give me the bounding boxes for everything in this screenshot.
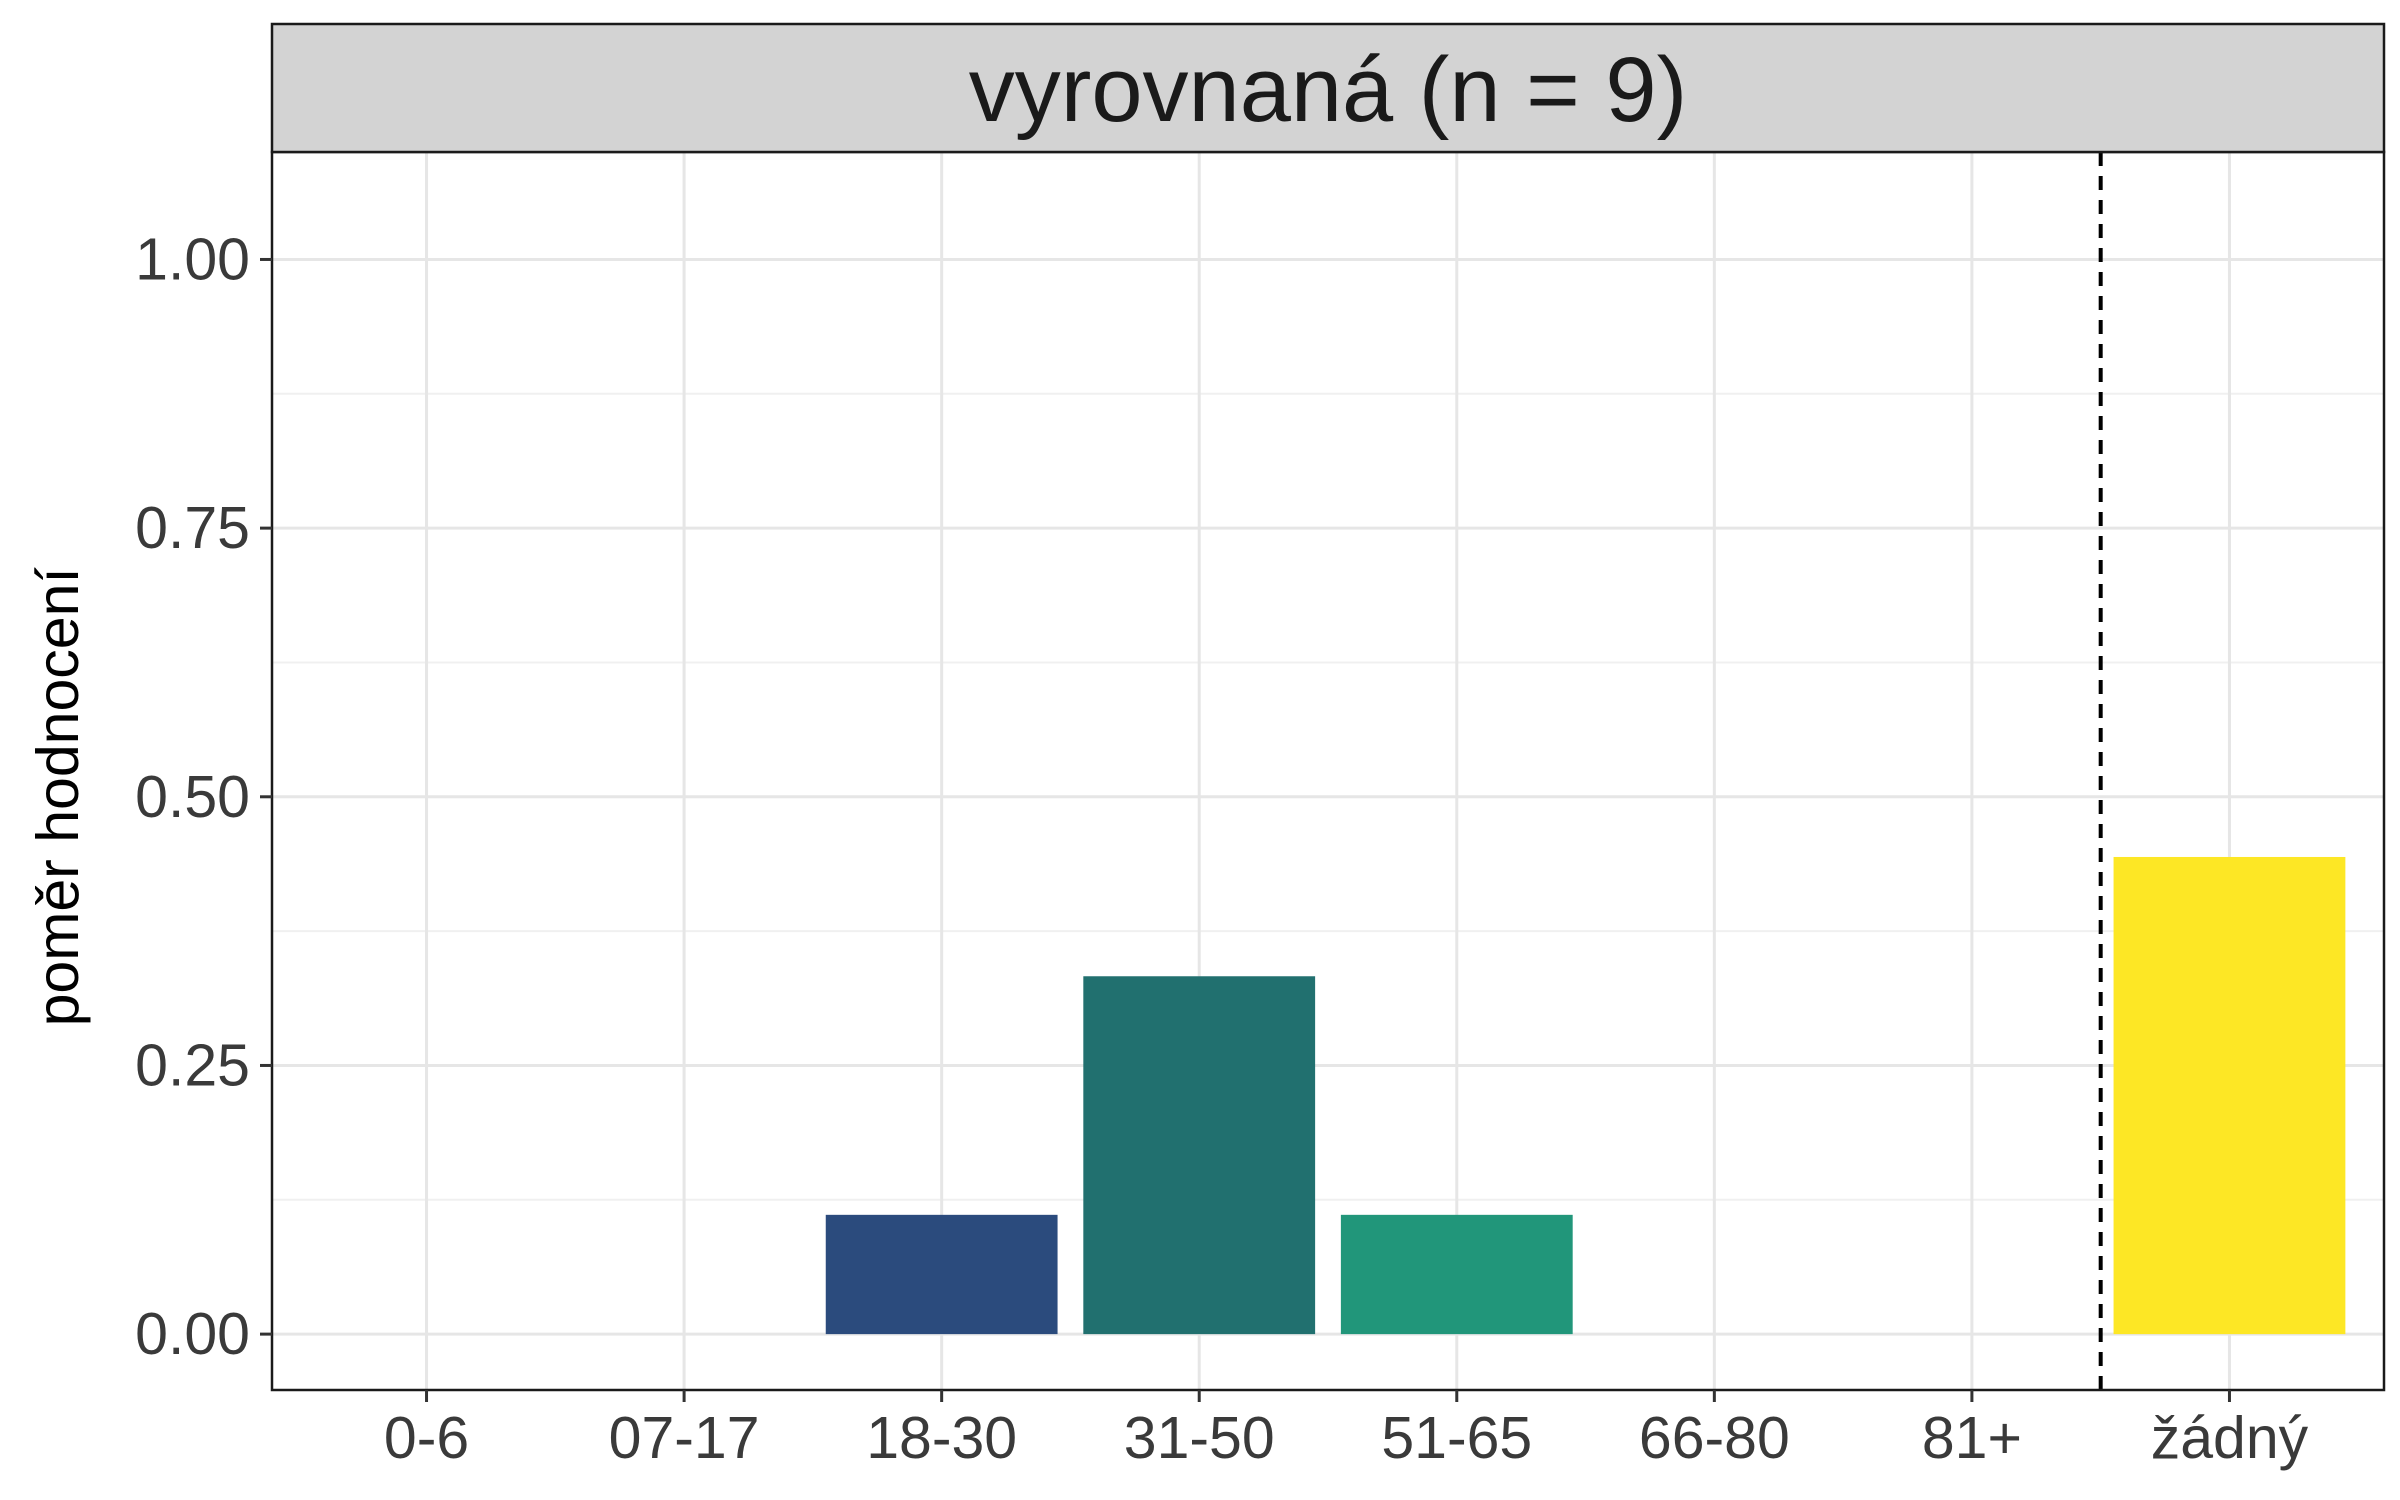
x-tick-label: 07-17 (609, 1405, 760, 1471)
y-tick-label: 0.00 (135, 1301, 250, 1367)
grid-lines (272, 152, 2384, 1390)
bar-31-50 (1083, 976, 1316, 1335)
x-tick-label: 51-65 (1381, 1405, 1532, 1471)
y-axis-title: poměr hodnocení (25, 567, 91, 1027)
y-tick-label: 0.25 (135, 1032, 250, 1098)
facet-strip (270, 22, 2386, 154)
x-tick-label: 81+ (1922, 1405, 2022, 1471)
x-tick-label: 0-6 (384, 1405, 469, 1471)
x-tick-label: 66-80 (1639, 1405, 1790, 1471)
y-tick-label: 0.75 (135, 495, 250, 561)
y-tick-label: 0.50 (135, 764, 250, 830)
facet-title: vyrovnaná (n = 9) (969, 39, 1687, 141)
bar-51-65 (1340, 1214, 1573, 1335)
bars (825, 856, 2346, 1335)
bar-18-30 (825, 1214, 1058, 1335)
x-tick-label: 31-50 (1124, 1405, 1275, 1471)
panel-border (270, 150, 2386, 1392)
bar-žádný (2113, 856, 2346, 1335)
x-tick-label: žádný (2151, 1405, 2309, 1471)
y-tick-label: 1.00 (135, 226, 250, 292)
axes: 0.00 0.25 0.50 0.75 1.00 0-6 07-17 18-30 31-50 51… (135, 226, 2309, 1471)
x-tick-label: 18-30 (866, 1405, 1017, 1471)
